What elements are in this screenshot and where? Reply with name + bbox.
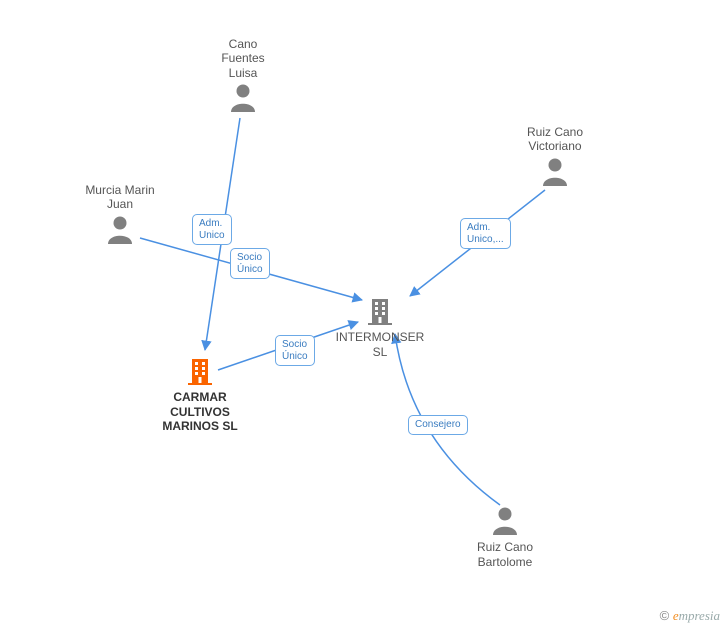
edge-label: Socio Único [275,335,315,366]
building-icon [330,295,430,328]
brand-rest: mpresia [679,608,720,623]
watermark: © empresia [660,608,720,624]
building-icon [150,355,250,388]
node-intermonser[interactable]: INTERMONSER SL [330,295,430,359]
node-cano_fuentes[interactable]: Cano Fuentes Luisa [193,37,293,116]
person-icon [193,82,293,115]
diagram-canvas: Cano Fuentes Luisa Murcia Marin Juan Rui… [0,0,728,630]
node-label: Murcia Marin Juan [70,183,170,212]
node-carmar[interactable]: CARMAR CULTIVOS MARINOS SL [150,355,250,434]
node-label: Cano Fuentes Luisa [193,37,293,80]
node-label: CARMAR CULTIVOS MARINOS SL [150,390,250,433]
edge-label: Adm. Unico [192,214,232,245]
edge-label: Adm. Unico,... [460,218,511,249]
copyright-symbol: © [660,608,670,623]
node-ruiz_victoriano[interactable]: Ruiz Cano Victoriano [505,125,605,189]
edge-label: Socio Único [230,248,270,279]
node-ruiz_bartolome[interactable]: Ruiz Cano Bartolome [455,505,555,569]
node-label: Ruiz Cano Victoriano [505,125,605,154]
node-label: Ruiz Cano Bartolome [455,540,555,569]
node-label: INTERMONSER SL [330,330,430,359]
person-icon [70,214,170,247]
person-icon [505,156,605,189]
person-icon [455,505,555,538]
node-murcia_marin[interactable]: Murcia Marin Juan [70,183,170,247]
edge-label: Consejero [408,415,468,435]
